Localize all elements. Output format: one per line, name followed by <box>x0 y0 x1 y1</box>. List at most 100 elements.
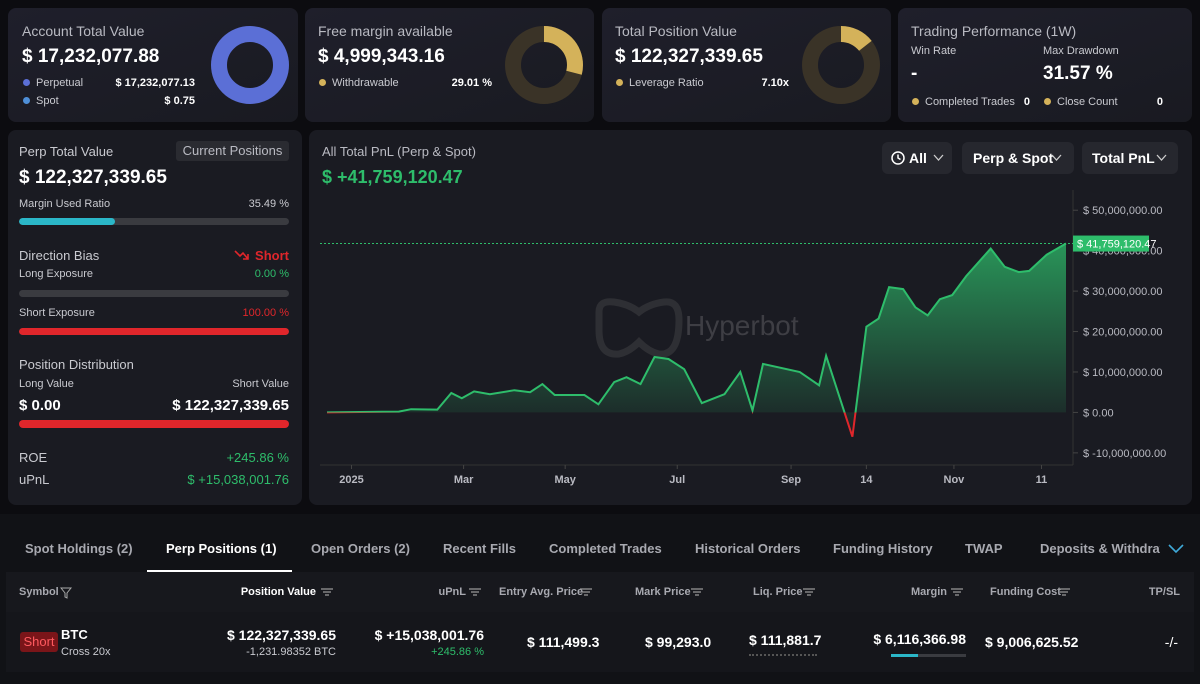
legend-dot <box>23 97 30 104</box>
x-tick-label: Sep <box>781 474 801 486</box>
y-tick-label: $ 10,000,000.00 <box>1083 367 1163 379</box>
clock-icon <box>891 151 905 165</box>
card-value: $ 17,232,077.88 <box>22 46 160 67</box>
card-title: Perp Total Value <box>19 144 114 159</box>
filter-label: All <box>909 150 927 166</box>
cell: -1,231.98352 BTC <box>246 646 336 658</box>
stat-value: 0 <box>1156 96 1163 108</box>
cell: $ 6,116,366.98 <box>873 631 966 647</box>
value: 0.00 % <box>254 268 289 280</box>
legend-dot <box>23 79 30 86</box>
tab[interactable]: Deposits & Withdrawals <box>1040 541 1160 556</box>
tab[interactable]: Historical Orders <box>695 541 801 556</box>
bar <box>19 328 289 335</box>
value: +245.86 % <box>226 450 289 465</box>
x-tick-label: May <box>554 474 576 486</box>
card-title: Trading Performance (1W) <box>911 23 1077 39</box>
column-header: Position Value <box>240 586 316 598</box>
chart-title: All Total PnL (Perp & Spot) <box>322 144 476 159</box>
margin-track <box>891 654 966 657</box>
margin-fill <box>891 654 918 657</box>
cell: $ 9,006,625.52 <box>985 634 1079 650</box>
table-header <box>6 572 1194 612</box>
legend-dot <box>319 79 326 86</box>
y-tick-label: $ 30,000,000.00 <box>1083 286 1163 298</box>
decoration <box>321 588 333 596</box>
donuts <box>211 26 880 104</box>
side-badge: Short <box>20 632 58 652</box>
decoration <box>897 154 901 161</box>
label: Short Value <box>232 378 289 390</box>
item-value: $ 17,232,077.13 <box>115 77 195 89</box>
decoration <box>933 154 944 161</box>
table-row <box>6 612 1194 672</box>
cell: $ 111,499.3 <box>527 634 600 650</box>
stat-label: Max Drawdown <box>1043 45 1119 57</box>
column-header: uPnL <box>438 586 467 598</box>
mode: Cross 20x <box>61 646 111 658</box>
filter-icon[interactable] <box>60 587 72 599</box>
tab[interactable]: Recent Fills <box>443 541 516 556</box>
item-label: Withdrawable <box>332 77 399 89</box>
symbol: BTC <box>61 627 88 642</box>
area <box>327 243 1066 437</box>
tab[interactable]: Perp Positions (1) <box>166 541 277 556</box>
line <box>326 242 1067 438</box>
legend-dot <box>912 98 919 105</box>
stat-label: Win Rate <box>911 45 957 57</box>
tab[interactable]: Spot Holdings (2) <box>25 541 133 556</box>
decoration <box>1156 154 1167 161</box>
cell: $ 111,881.7 <box>749 632 822 648</box>
item-value: 29.01 % <box>451 77 492 89</box>
label: ROE <box>19 450 48 465</box>
cell: $ 122,327,339.65 <box>227 627 336 643</box>
chevron[interactable] <box>1168 544 1184 554</box>
x-tick-label: 2025 <box>339 474 363 486</box>
decoration <box>60 587 72 599</box>
item-label: Perpetual <box>36 77 84 89</box>
card-value: $ 122,327,339.65 <box>615 46 763 67</box>
cell: -/- <box>1164 634 1178 650</box>
filter-button[interactable]: All <box>882 142 952 174</box>
y-tick-label: $ 0.00 <box>1083 407 1114 419</box>
decoration <box>1168 544 1184 554</box>
decoration <box>469 588 481 596</box>
donut-ring <box>211 26 289 104</box>
item-label: Leverage Ratio <box>629 77 704 89</box>
chart-total: $ +41,759,120.47 <box>322 167 463 187</box>
tab-strip: Spot Holdings (2) Perp Positions (1) Ope… <box>0 528 1160 566</box>
donut-arc <box>802 26 880 104</box>
card <box>8 130 302 505</box>
card-title: Total Position Value <box>615 23 737 39</box>
column-header: Liq. Price <box>753 586 803 598</box>
decoration <box>803 588 815 596</box>
button[interactable]: Current Positions <box>176 141 289 161</box>
x-tick-label: Nov <box>944 474 966 486</box>
x-tick-label: Jul <box>669 474 685 486</box>
tab[interactable]: Open Orders (2) <box>311 541 410 556</box>
stat-label: Completed Trades <box>925 96 1015 108</box>
down-icon <box>234 250 249 260</box>
underline <box>749 654 817 656</box>
decoration <box>691 588 703 596</box>
card-title: Account Total Value <box>22 23 145 39</box>
decoration <box>595 298 683 358</box>
item-value: $ 0.75 <box>164 95 195 107</box>
decoration <box>1051 154 1062 161</box>
filter-button[interactable]: Perp & Spot <box>962 142 1074 174</box>
column-header: Mark Price <box>635 586 691 598</box>
decoration <box>891 151 905 165</box>
value: 35.49 % <box>248 198 289 210</box>
x-tick-label: 14 <box>860 474 873 486</box>
y-tick-label: $ 20,000,000.00 <box>1083 327 1163 339</box>
filter-button[interactable]: Total PnL <box>1082 142 1178 174</box>
card-value: $ 122,327,339.65 <box>19 167 167 188</box>
column-header: Margin <box>910 586 947 598</box>
label: Long Exposure <box>19 268 93 280</box>
chevron <box>1156 154 1167 161</box>
tab[interactable]: Completed Trades <box>549 541 662 556</box>
tab[interactable]: TWAP <box>965 541 1003 556</box>
decoration <box>951 588 963 596</box>
decoration <box>234 250 249 260</box>
tab[interactable]: Funding History <box>833 541 933 556</box>
